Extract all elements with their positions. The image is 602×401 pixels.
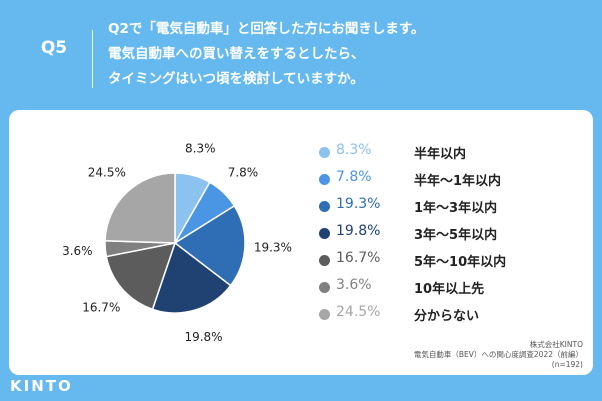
source-note: 株式会社KINTO 電気自動車（BEV）への関心度調査2022（前編） (n=1… bbox=[414, 340, 583, 370]
source-survey: 電気自動車（BEV）への関心度調査2022（前編） bbox=[413, 350, 583, 359]
header-divider bbox=[92, 30, 93, 88]
pie-data-label: 16.7% bbox=[82, 301, 120, 315]
legend-swatch bbox=[319, 201, 330, 212]
header: Q5 Q2で「電気自動車」と回答した方にお聞きします。 電気自動車への買い替えを… bbox=[0, 0, 602, 110]
pie-data-label: 19.8% bbox=[184, 330, 222, 344]
legend-label: 分からない bbox=[414, 309, 480, 324]
legend-percent: 3.6% bbox=[336, 277, 372, 293]
legend-percent: 8.3% bbox=[336, 142, 372, 158]
legend-swatch bbox=[319, 255, 330, 266]
pie-data-label: 8.3% bbox=[185, 141, 216, 155]
legend-label: 3年〜5年以内 bbox=[414, 228, 498, 243]
source-company: 株式会社KINTO bbox=[529, 340, 583, 349]
legend-swatch bbox=[319, 174, 330, 185]
pie-data-label: 7.8% bbox=[228, 165, 259, 179]
legend-label: 10年以上先 bbox=[414, 282, 485, 297]
legend-label: 5年〜10年以内 bbox=[414, 255, 507, 270]
pie-data-label: 19.3% bbox=[254, 241, 292, 255]
pie-slice bbox=[173, 204, 246, 287]
pie-slice bbox=[104, 172, 176, 244]
legend-percent: 24.5% bbox=[336, 304, 381, 320]
question-number: Q5 bbox=[40, 38, 68, 58]
legend-label: 半年〜1年以内 bbox=[414, 174, 502, 189]
legend-label: 半年以内 bbox=[414, 147, 467, 162]
legend-percent: 19.3% bbox=[336, 196, 381, 212]
kinto-logo: KINTO bbox=[10, 377, 73, 395]
question-line: Q2で「電気自動車」と回答した方にお聞きします。 bbox=[108, 21, 425, 37]
question-text: Q2で「電気自動車」と回答した方にお聞きします。 電気自動車への買い替えをすると… bbox=[108, 17, 425, 92]
source-n: (n=192) bbox=[551, 360, 583, 369]
legend-percent: 16.7% bbox=[336, 250, 381, 266]
legend-swatch bbox=[319, 228, 330, 239]
legend-swatch bbox=[319, 309, 330, 320]
legend-label: 1年〜3年以内 bbox=[414, 201, 498, 216]
legend-swatch bbox=[319, 282, 330, 293]
legend-swatch bbox=[319, 147, 330, 158]
pie-slice bbox=[151, 241, 232, 314]
pie-slice bbox=[105, 242, 177, 311]
question-line: 電気自動車への買い替えをするとしたら、 bbox=[108, 46, 365, 62]
pie-data-label: 3.6% bbox=[62, 244, 93, 258]
legend-percent: 19.8% bbox=[336, 223, 381, 239]
pie-data-label: 24.5% bbox=[88, 166, 126, 180]
question-line: タイミングはいつ頃を検討していますか。 bbox=[108, 71, 364, 87]
legend-percent: 7.8% bbox=[336, 169, 372, 185]
chart-card: 8.3% 7.8% 19.3% 19.8% 16.7% 3.6% 24.5% 8.3% 半年以… bbox=[9, 110, 593, 375]
pie-chart: 8.3% 7.8% 19.3% 19.8% 16.7% 3.6% 24.5% bbox=[62, 141, 292, 344]
